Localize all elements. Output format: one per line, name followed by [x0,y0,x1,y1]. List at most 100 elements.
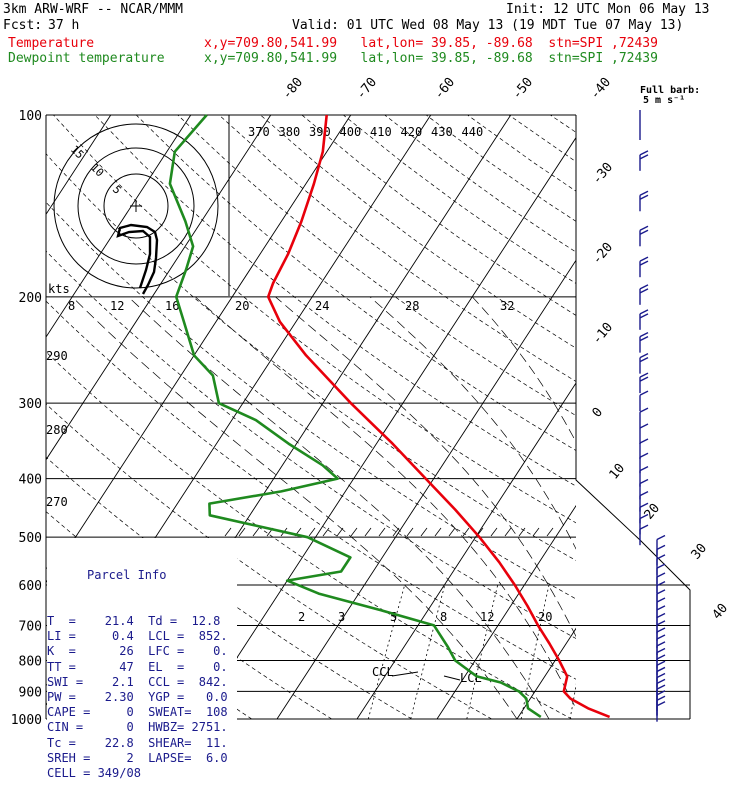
parcel-info-row: SWI = 2.1 CCL = 842. [47,675,237,690]
wind-barb-flag [657,696,665,700]
mixing-ratio-line [368,585,404,719]
theta-e-label: 380 [279,125,301,139]
isotherm-label-right: -10 [590,320,617,348]
dry-adiabat [426,115,740,719]
wind-barb-flag [657,667,665,671]
isotherm-label-top: -60 [432,75,459,103]
pressure-label: 800 [19,654,42,669]
dry-adiabat [633,115,740,719]
wind-barb-flag [640,408,648,412]
isotherm-line [197,115,591,719]
tick-mark [225,528,231,536]
tick-mark [533,528,539,536]
tick-mark [351,528,357,536]
mixing-ratio-label: 8 [440,610,447,624]
wind-barb-flag [640,479,648,483]
tick-mark [449,528,455,536]
tick-mark [337,528,343,536]
isotherm-label-top: -40 [588,75,615,103]
isotherm-label-right: 30 [689,541,711,563]
wind-barb-flag [640,261,648,265]
theta-e-label: 410 [370,125,392,139]
wind-barb-flag [640,358,648,362]
mixing-ratio-line [411,585,445,719]
isotherm-line [597,115,740,719]
tick-mark [239,528,245,536]
dry-adiabat [219,115,740,719]
speed-scale-tick: 8 [68,299,75,313]
tick-mark [253,528,259,536]
pressure-label: 200 [19,291,42,306]
isotherm-label-right: -20 [590,240,617,268]
theta-e-label: 420 [401,125,423,139]
tick-mark [421,528,427,536]
moist-adiabat [275,297,613,719]
parcel-info-title: Parcel Info [87,568,237,583]
speed-scale-tick: 28 [405,299,419,313]
tick-mark [393,528,399,536]
isotherm-label-top: -80 [280,75,307,103]
wind-barb-flag [657,679,665,683]
parcel-info-row: CAPE = 0 SWEAT= 108 [47,705,237,720]
moist-adiabat [370,297,645,719]
wind-barb-flag [640,492,648,496]
theta-e-label: 440 [462,125,484,139]
wind-barb-flag [657,702,665,706]
wind-barb-flag [640,257,648,261]
wind-barb-flag [640,285,648,289]
parcel-info-row: K = 26 LFC = 0. [47,644,237,659]
parcel-info-row: PW = 2.30 YGP = 0.0 [47,690,237,705]
wind-barb-flag [640,289,648,293]
pressure-label: 500 [19,531,42,546]
dry-adiabat [343,115,740,719]
pressure-label: 700 [19,619,42,634]
parcel-info-row: Tc = 22.8 SHEAR= 11. [47,736,237,751]
isotherm-label-top: -50 [510,75,537,103]
theta-label: 290 [46,349,68,363]
parcel-info-row: SREH = 2 LAPSE= 6.0 [47,751,237,766]
tick-mark [547,528,553,536]
theta-e-label: 370 [248,125,270,139]
isotherm-line [437,115,740,719]
hodograph-ring-label: 10 [88,161,107,180]
dry-adiabat [178,115,740,719]
parcel-info-row: T = 21.4 Td = 12.8 [47,614,237,629]
dry-adiabat [592,115,740,719]
tick-mark [407,528,413,536]
wind-barb-flag [657,635,665,639]
isotherm-line [517,115,740,719]
pressure-label: 400 [19,473,42,488]
dry-adiabat [550,115,740,719]
temperature-trace [268,115,609,717]
pressure-label: 300 [19,397,42,412]
isotherm-label-right: 40 [710,601,732,623]
pressure-label: 100 [19,109,42,124]
wind-barb-flag [640,467,648,471]
parcel-info-row: LI = 0.4 LCL = 852. [47,629,237,644]
wind-barb-flag [657,555,665,559]
right-edge [576,115,690,719]
wind-barb-flag [640,230,648,234]
wind-barb-flag [657,655,665,659]
wind-barb-flag [657,545,665,549]
pressure-label: 900 [19,685,42,700]
speed-scale-tick: 20 [235,299,249,313]
isotherm-label-top: -70 [354,75,381,103]
wind-barb-flag [640,424,648,428]
wind-barb-flag [640,310,648,314]
ccl-pointer [392,672,418,676]
tick-mark [323,528,329,536]
wind-barb-flag [640,439,648,443]
wind-barb-flag [640,191,648,195]
wind-barb-flag [657,685,665,689]
parcel-info-row: CIN = 0 HWBZ= 2751. [47,720,237,735]
tick-mark [491,528,497,536]
mixing-ratio-label: 2 [298,610,305,624]
wind-barb-flag [640,373,648,377]
theta-label: 280 [46,423,68,437]
wind-barb-flag [640,391,648,395]
speed-scale-tick: 24 [315,299,329,313]
tick-mark [435,528,441,536]
wind-barb-flag [657,573,665,577]
theta-e-label: 430 [431,125,453,139]
